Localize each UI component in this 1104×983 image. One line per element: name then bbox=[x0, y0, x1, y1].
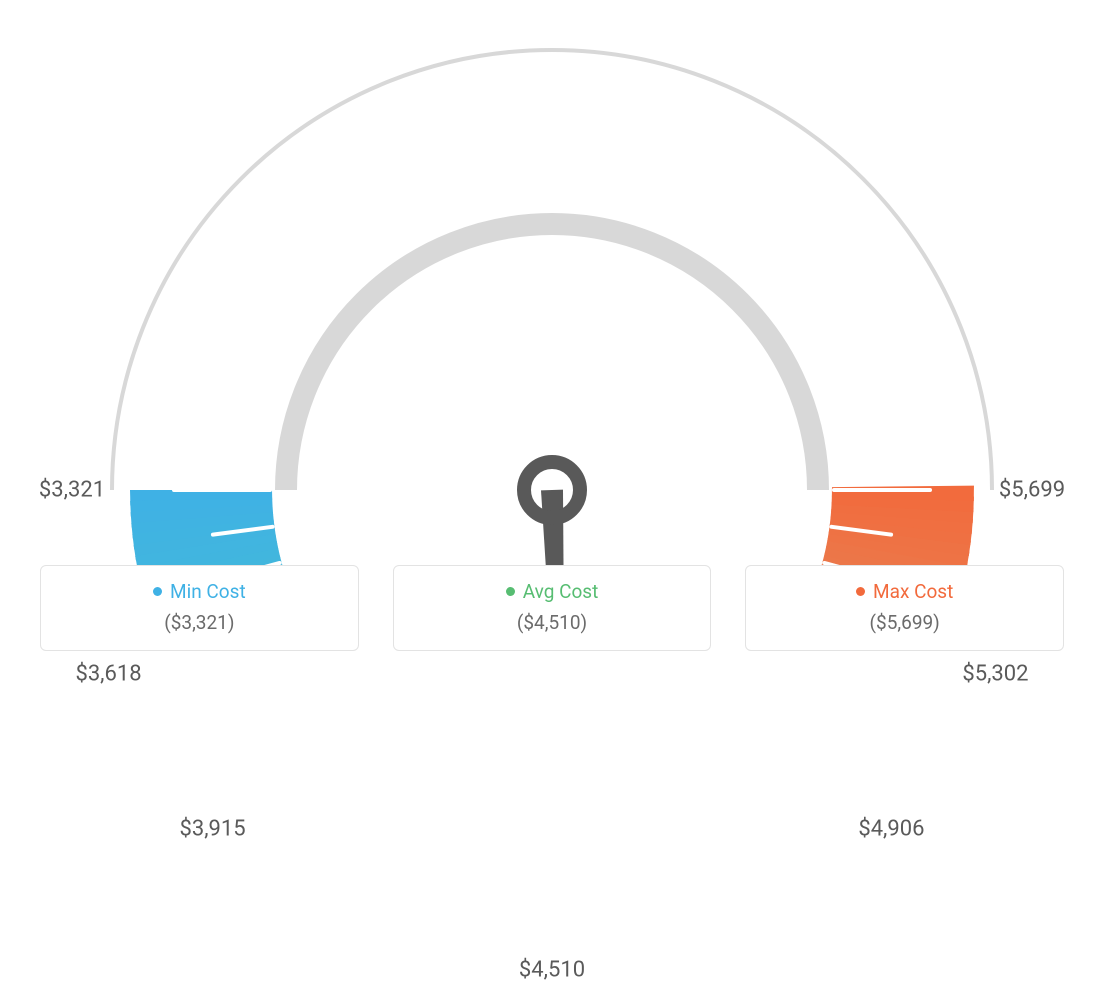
legend-title-max: Max Cost bbox=[856, 580, 953, 603]
legend-value-min: ($3,321) bbox=[53, 611, 346, 634]
legend-title-min: Min Cost bbox=[153, 580, 246, 603]
legend-title-text: Min Cost bbox=[170, 580, 246, 603]
legend-title-text: Max Cost bbox=[873, 580, 953, 603]
gauge-tick-label: $5,302 bbox=[962, 661, 1028, 686]
gauge-tick-label: $3,618 bbox=[75, 661, 141, 686]
legend-value-avg: ($4,510) bbox=[406, 611, 699, 634]
legend-value-max: ($5,699) bbox=[758, 611, 1051, 634]
legend-title-text: Avg Cost bbox=[523, 580, 599, 603]
gauge-svg bbox=[0, 0, 1104, 565]
legend-card-avg: Avg Cost ($4,510) bbox=[393, 565, 712, 651]
gauge-tick-label: $4,510 bbox=[519, 958, 585, 983]
legend-title-avg: Avg Cost bbox=[506, 580, 599, 603]
dot-icon bbox=[856, 587, 865, 596]
gauge-tick-label: $3,915 bbox=[180, 817, 246, 842]
dot-icon bbox=[153, 587, 162, 596]
legend-card-max: Max Cost ($5,699) bbox=[745, 565, 1064, 651]
legend-card-min: Min Cost ($3,321) bbox=[40, 565, 359, 651]
gauge-chart: $3,321$3,618$3,915$4,510$4,906$5,302$5,6… bbox=[0, 0, 1104, 565]
legend-row: Min Cost ($3,321) Avg Cost ($4,510) Max … bbox=[0, 565, 1104, 651]
gauge-tick-label: $5,699 bbox=[999, 478, 1065, 503]
gauge-tick-label: $3,321 bbox=[39, 478, 105, 503]
dot-icon bbox=[506, 587, 515, 596]
gauge-tick-label: $4,906 bbox=[858, 817, 924, 842]
